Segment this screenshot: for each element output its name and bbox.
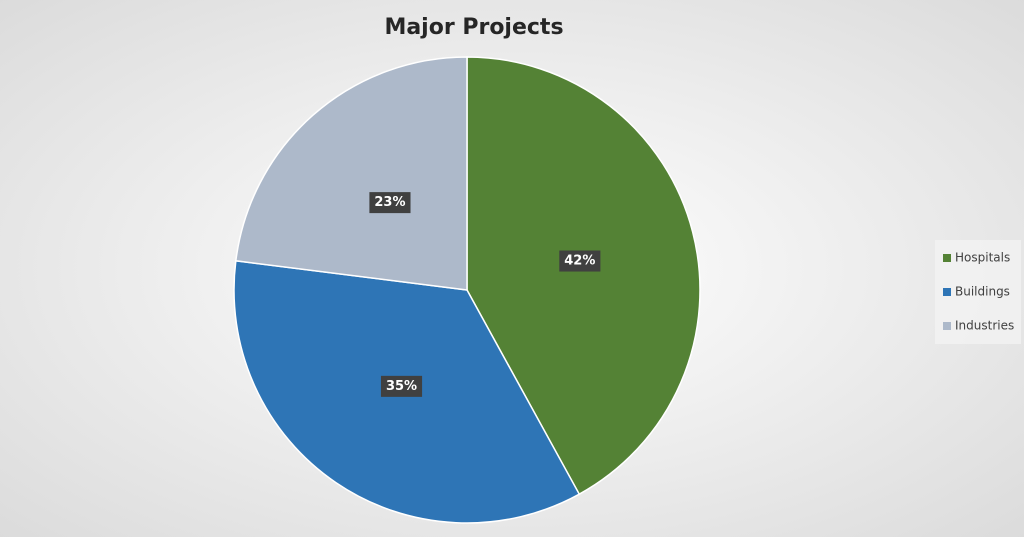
- legend: Hospitals Buildings Industries: [935, 240, 1021, 344]
- data-label: 42%: [559, 250, 601, 272]
- legend-swatch: [943, 322, 951, 330]
- data-label: 23%: [369, 192, 411, 214]
- chart-title: Major Projects: [384, 15, 563, 40]
- pie-slice: [466, 56, 701, 496]
- legend-swatch: [943, 288, 951, 296]
- data-label-text: 42%: [564, 254, 595, 269]
- data-label: 35%: [380, 375, 423, 397]
- legend-label: Hospitals: [955, 251, 1010, 265]
- data-label-box: [380, 375, 423, 397]
- legend-swatch: [943, 254, 951, 262]
- data-label-box: [369, 192, 411, 214]
- data-label-text: 35%: [386, 379, 417, 394]
- legend-label: Buildings: [955, 285, 1010, 299]
- legend-label: Industries: [955, 319, 1014, 333]
- data-label-text: 23%: [374, 195, 405, 210]
- pie-slice: [234, 56, 468, 291]
- data-label-box: [559, 250, 601, 272]
